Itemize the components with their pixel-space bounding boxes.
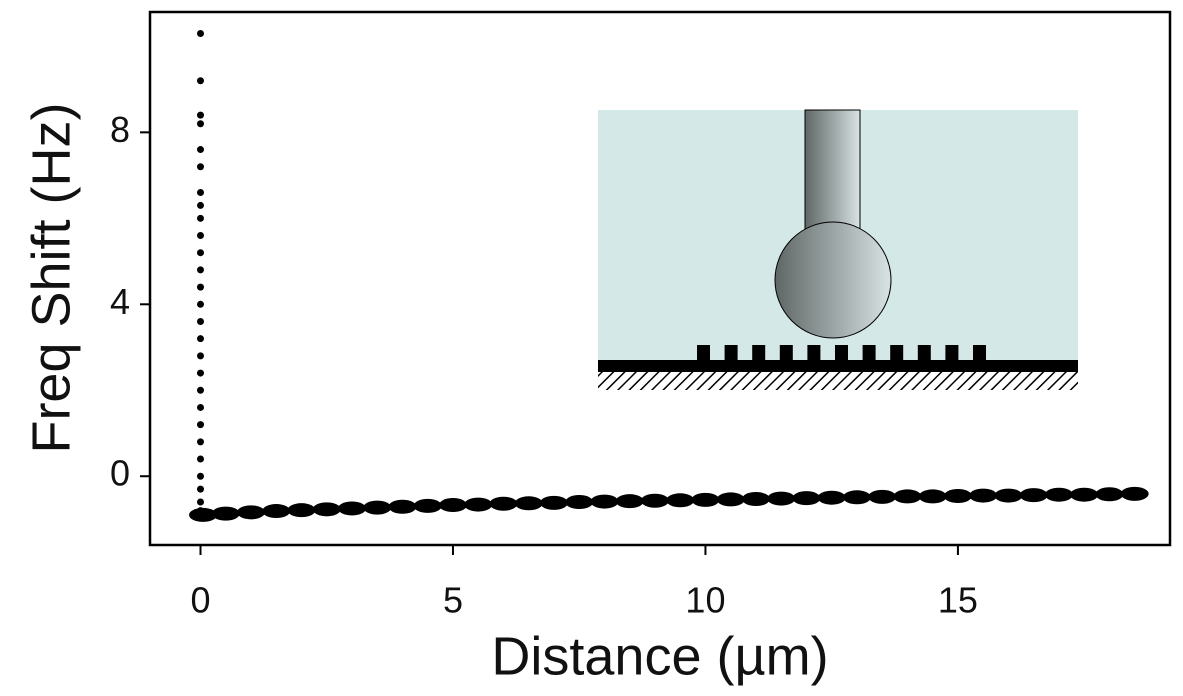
data-point xyxy=(565,495,594,510)
data-point xyxy=(196,369,204,377)
data-point xyxy=(196,120,204,128)
data-point xyxy=(489,496,518,511)
post xyxy=(724,345,738,360)
substrate xyxy=(598,372,1078,390)
data-point xyxy=(196,29,204,37)
inset-diagram xyxy=(598,109,1078,390)
data-point xyxy=(196,421,204,429)
data-point xyxy=(262,504,291,519)
data-point xyxy=(196,214,204,222)
x-tick-label: 5 xyxy=(443,580,463,621)
x-tick-label: 15 xyxy=(938,580,978,621)
y-axis-label: Freq Shift (Hz) xyxy=(21,102,81,453)
data-point xyxy=(1019,488,1048,503)
y-tick-label: 8 xyxy=(110,109,130,150)
data-point xyxy=(196,403,204,411)
data-point xyxy=(287,503,316,518)
data-point xyxy=(842,490,871,505)
data-point xyxy=(196,163,204,171)
data-point xyxy=(196,146,204,154)
data-point xyxy=(196,111,204,119)
cantilever xyxy=(804,109,861,241)
surface xyxy=(598,360,1078,372)
data-point xyxy=(994,488,1023,503)
post xyxy=(697,345,710,360)
data-point xyxy=(943,488,972,503)
data-point xyxy=(196,77,204,85)
data-point xyxy=(196,438,204,446)
surface-posts xyxy=(697,345,986,360)
post xyxy=(945,345,959,360)
data-point xyxy=(196,472,204,480)
data-point xyxy=(236,505,265,520)
post xyxy=(890,345,904,360)
data-point xyxy=(196,283,204,291)
data-point xyxy=(196,232,204,240)
data-point xyxy=(196,386,204,394)
data-point xyxy=(666,493,695,508)
data-point xyxy=(640,493,669,508)
data-point xyxy=(363,500,392,515)
y-tick-label: 4 xyxy=(110,281,130,322)
data-point xyxy=(539,495,568,510)
plot-frame xyxy=(148,10,1172,547)
data-point xyxy=(413,498,442,513)
data-point xyxy=(196,201,204,209)
data-point xyxy=(868,489,897,504)
data-point xyxy=(196,455,204,463)
data-point xyxy=(716,492,745,507)
data-point xyxy=(514,496,543,511)
data-point xyxy=(741,492,770,507)
data-point xyxy=(969,488,998,503)
data-point xyxy=(196,317,204,325)
data-point xyxy=(1044,487,1073,502)
data-point xyxy=(196,335,204,343)
data-point xyxy=(196,189,204,197)
post xyxy=(835,345,848,360)
data-point xyxy=(337,501,366,516)
post xyxy=(779,345,793,360)
data-point xyxy=(196,498,204,506)
data-point xyxy=(792,491,821,506)
x-tick-label: 0 xyxy=(190,580,210,621)
data-point xyxy=(615,494,644,509)
post xyxy=(752,345,766,360)
x-axis-label: Distance (µm) xyxy=(491,626,828,686)
data-point xyxy=(817,490,846,505)
data-point xyxy=(464,497,493,512)
data-point xyxy=(196,266,204,274)
data-point xyxy=(211,506,240,521)
post xyxy=(807,345,821,360)
post xyxy=(917,345,931,360)
data-point xyxy=(767,491,796,506)
data-point xyxy=(893,489,922,504)
data-point xyxy=(1120,486,1149,501)
data-point xyxy=(590,494,619,509)
data-point xyxy=(388,499,417,514)
data-point xyxy=(189,507,218,522)
data-point xyxy=(312,502,341,517)
x-tick-label: 10 xyxy=(685,580,725,621)
post xyxy=(862,345,876,360)
data-point xyxy=(196,300,204,308)
data-point xyxy=(1095,487,1124,502)
data-point xyxy=(918,489,947,504)
data-point xyxy=(1070,487,1099,502)
y-tick-label: 0 xyxy=(110,453,130,494)
data-point xyxy=(196,485,204,493)
data-point xyxy=(691,492,720,507)
sphere-tip xyxy=(774,221,892,339)
data-point xyxy=(196,249,204,257)
data-point xyxy=(438,498,467,513)
post xyxy=(973,345,986,360)
data-point xyxy=(196,352,204,360)
